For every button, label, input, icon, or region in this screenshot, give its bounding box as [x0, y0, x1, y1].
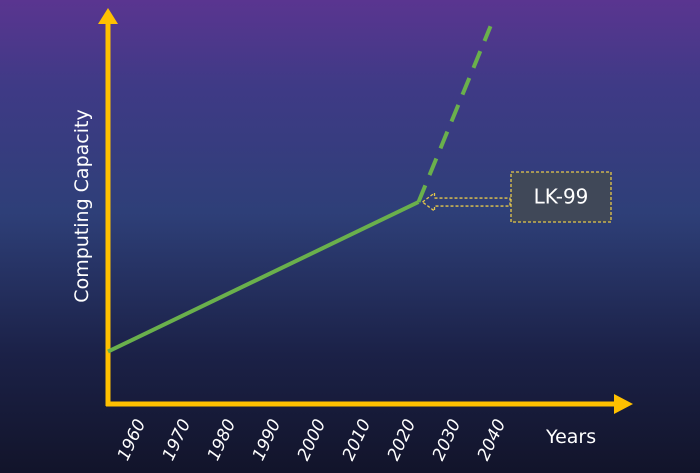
x-tick-label: 1990	[249, 416, 285, 464]
annotation-group: LK-99	[421, 171, 612, 223]
x-tick-label: 1960	[114, 416, 150, 464]
y-axis-label: Computing Capacity	[71, 109, 93, 302]
x-tick-label: 2030	[429, 416, 465, 464]
series-group	[107, 25, 493, 354]
y-axis-arrowhead	[98, 8, 118, 24]
callout-label: LK-99	[534, 185, 589, 209]
x-axis-label: Years	[545, 426, 596, 448]
x-axis-arrowhead	[614, 394, 633, 414]
x-tick-label: 2040	[474, 416, 510, 464]
x-tick-label: 1970	[159, 416, 195, 464]
projection-dashed-line	[416, 25, 493, 203]
callout-box	[510, 171, 612, 223]
x-tick-label: 2000	[294, 416, 330, 464]
x-tick-label: 1980	[204, 416, 240, 464]
capacity-solid-line	[107, 200, 420, 354]
axes	[98, 8, 633, 414]
x-tick-label: 2020	[384, 416, 420, 464]
x-tick-label: 2010	[339, 416, 375, 464]
callout-arrow	[421, 191, 511, 213]
tick-labels: 1960 1970 1980 1990 2000 2010 2020 2030 2040	[114, 416, 510, 464]
